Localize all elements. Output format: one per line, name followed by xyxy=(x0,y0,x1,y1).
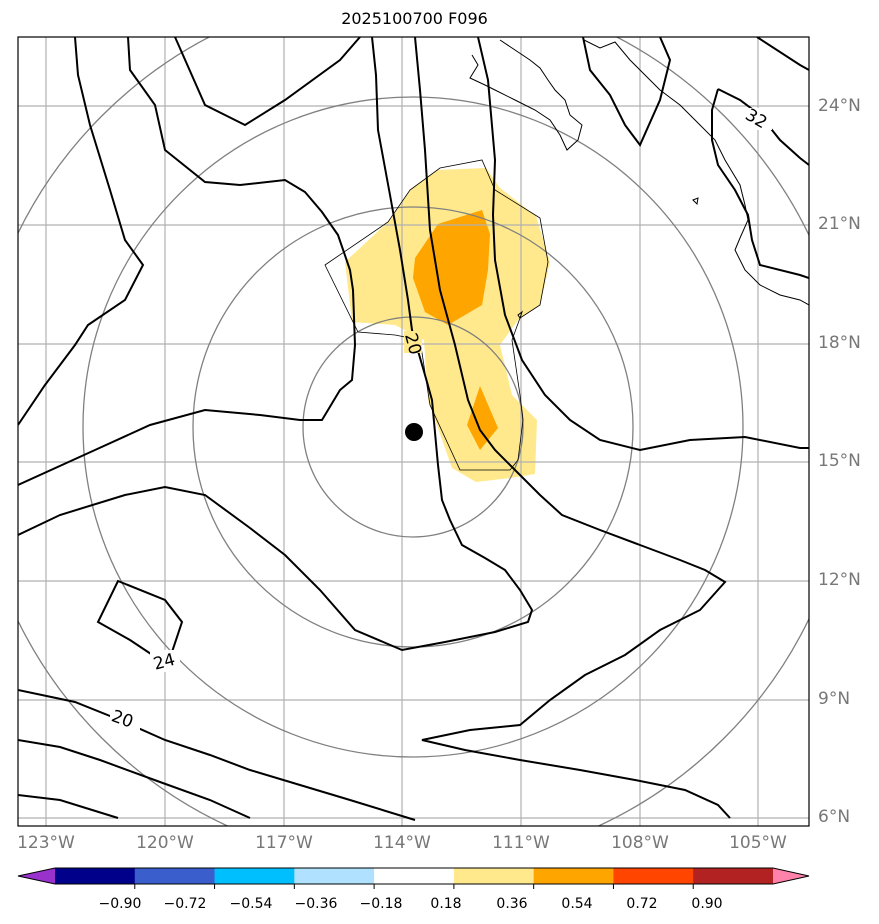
lat-label: 21°N xyxy=(818,214,861,234)
colorbar-segment xyxy=(134,868,216,884)
colorbar-tick-label: −0.72 xyxy=(163,896,207,912)
colorbar-segment xyxy=(613,868,694,884)
shaded-region-high xyxy=(467,386,498,450)
graticule xyxy=(18,37,809,826)
colorbar-tick-label: 0.54 xyxy=(561,896,593,912)
colorbar-tick-label: 0.72 xyxy=(626,896,658,912)
lat-label: 24°N xyxy=(818,96,861,116)
lon-label: 123°W xyxy=(17,833,75,853)
colorbar-tick-label: −0.90 xyxy=(98,896,142,912)
lon-label: 114°W xyxy=(373,833,431,853)
lat-label: 9°N xyxy=(818,689,851,709)
region-outline xyxy=(324,159,549,471)
colorbar-extend-low xyxy=(18,868,55,884)
storm-center-marker xyxy=(405,423,423,441)
contour-lines xyxy=(18,37,809,821)
colorbar-segment xyxy=(693,868,774,884)
colorbar-segment xyxy=(294,868,375,884)
shaded-region-low xyxy=(345,168,550,482)
plot-title: 2025100700 F096 xyxy=(341,9,488,28)
map-frame xyxy=(17,36,810,827)
lon-label: 108°W xyxy=(611,833,669,853)
colorbar-extend-high xyxy=(773,868,809,884)
lon-label: 117°W xyxy=(255,833,313,853)
colorbar-tick-label: 0.18 xyxy=(430,896,462,912)
colorbar-segment xyxy=(453,868,535,884)
colorbar-segment xyxy=(533,868,614,884)
colorbar-segment xyxy=(55,868,136,884)
colorbar-outline xyxy=(17,867,810,885)
lat-label: 6°N xyxy=(818,807,851,827)
coastline xyxy=(469,39,809,320)
lat-label: 15°N xyxy=(818,451,861,471)
colorbar-segment xyxy=(214,868,295,884)
lon-label: 105°W xyxy=(729,833,787,853)
range-rings xyxy=(18,37,809,826)
colorbar-tick-label: 0.90 xyxy=(691,896,723,912)
contour-label: 20 xyxy=(400,331,425,357)
lat-label: 12°N xyxy=(818,570,861,590)
lon-label: 111°W xyxy=(492,833,550,853)
lat-label: 18°N xyxy=(818,333,861,353)
contour-labels: 20 32 24 20 xyxy=(109,105,772,733)
colorbar-tick-label: −0.18 xyxy=(359,896,403,912)
colorbar-segment xyxy=(374,868,455,884)
colorbar-tick-label: 0.36 xyxy=(496,896,528,912)
colorbar-tick-label: −0.36 xyxy=(294,896,338,912)
colorbar-tick-label: −0.54 xyxy=(229,896,273,912)
lon-label: 120°W xyxy=(136,833,194,853)
colorbar xyxy=(17,867,810,889)
